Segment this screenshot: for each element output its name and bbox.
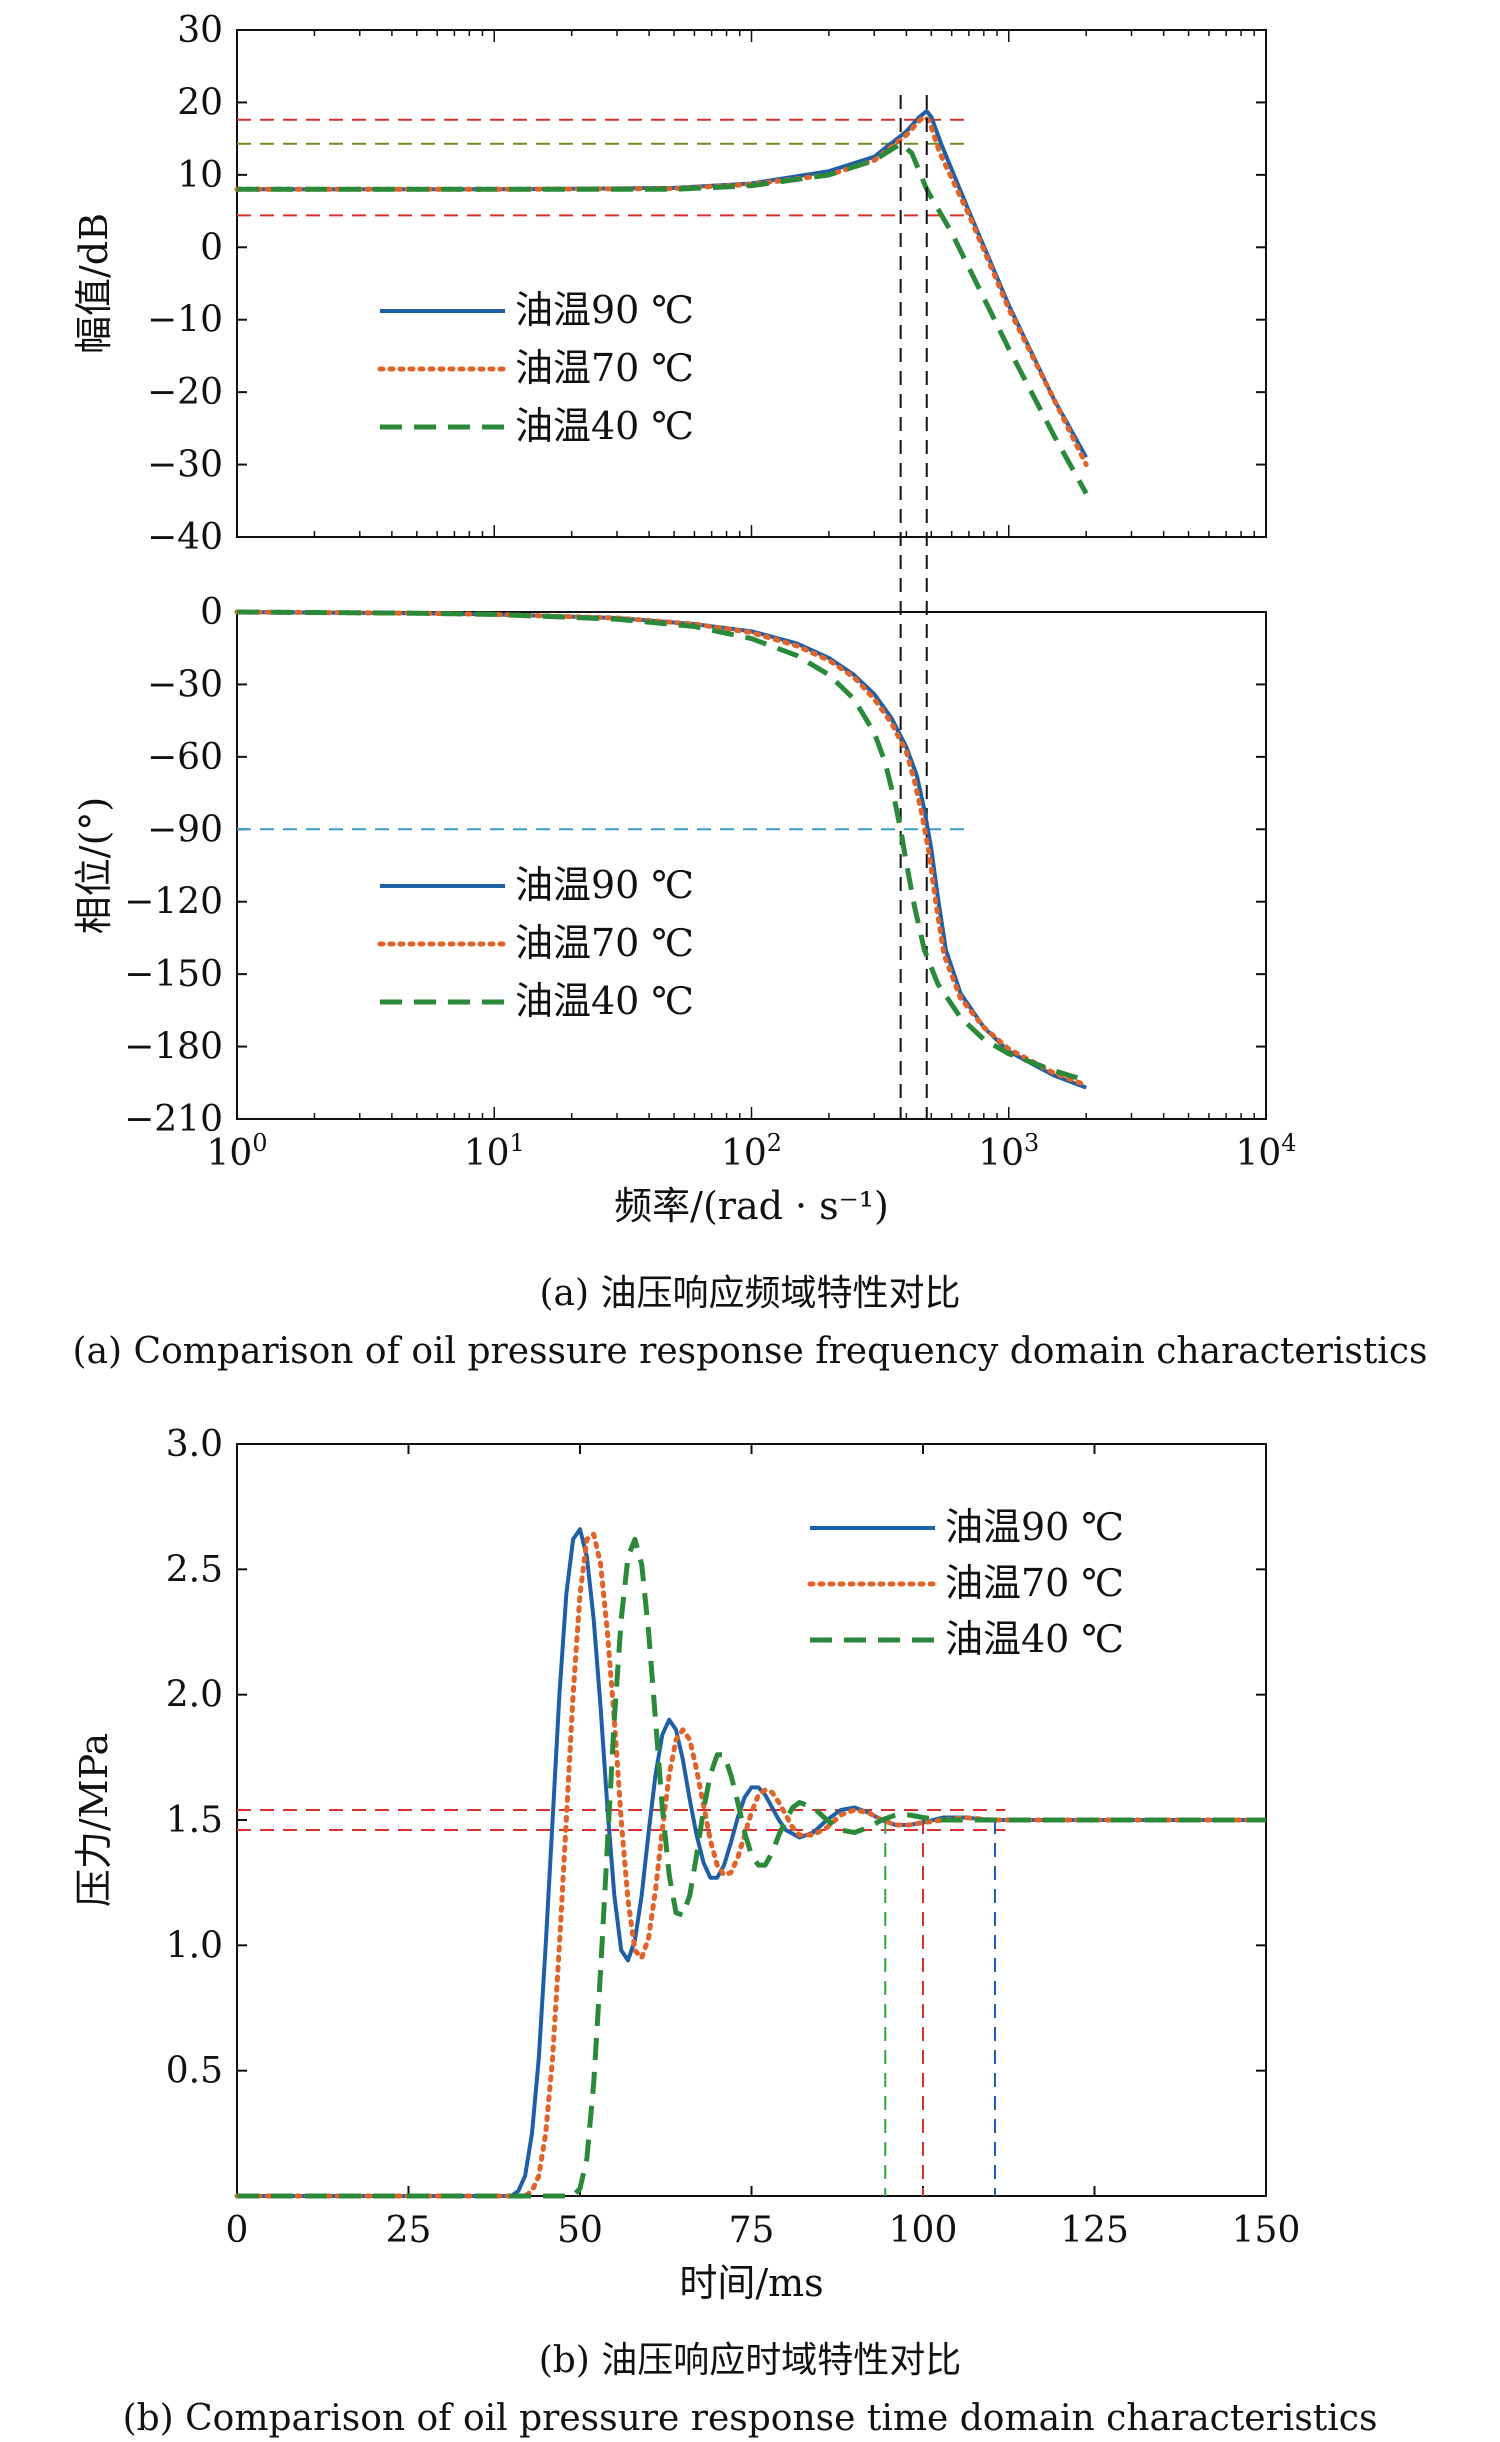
time-ytick-label: 0.5	[166, 2051, 223, 2092]
phase-legend-label: 油温70 ℃	[515, 921, 694, 965]
time-chart: 0.5 1.0 1.5 2.0 2.5 3.0 0 25 50 75 100 125 150 压力/MPa…	[72, 1424, 1377, 2439]
amplitude-y-axis-label: 幅值/dB	[72, 213, 116, 354]
phase-y-axis-label: 相位/(°)	[72, 797, 116, 934]
time-legend-label: 油温70 ℃	[945, 1561, 1124, 1605]
amplitude-plot-frame	[236, 29, 1267, 538]
time-x-axis-label: 时间/ms	[679, 2261, 823, 2305]
phase-x-axis-label: 频率/(rad · s⁻¹)	[614, 1184, 889, 1228]
amplitude-legend-label: 油温40 ℃	[515, 404, 694, 448]
time-ytick-label: 3.0	[166, 1424, 223, 1465]
phase-ytick-label: −90	[147, 809, 223, 850]
amplitude-series-line-3	[237, 141, 1089, 495]
time-legend-label: 油温40 ℃	[945, 1617, 1124, 1661]
amplitude-ytick-label: −30	[147, 445, 223, 486]
time-legend-label: 油温90 ℃	[945, 1505, 1124, 1549]
time-caption-en: (b) Comparison of oil pressure response …	[123, 2398, 1378, 2439]
phase-series	[234, 609, 1089, 1090]
time-xtick-label: 75	[729, 2210, 775, 2251]
amplitude-legend: 油温90 ℃ 油温70 ℃ 油温40 ℃	[377, 288, 694, 448]
time-reference-lines	[237, 1808, 1006, 2196]
time-xtick-label: 100	[889, 2210, 958, 2251]
amplitude-legend-label: 油温70 ℃	[515, 346, 694, 390]
time-ytick-label: 2.5	[166, 1549, 223, 1590]
phase-xtick-label: 100	[206, 1129, 267, 1174]
phase-caption-cn: (a) 油压响应频域特性对比	[540, 1273, 961, 1314]
phase-plot-frame	[236, 611, 1267, 1120]
phase-xtick-label: 104	[1235, 1129, 1296, 1174]
phase-xtick-label: 102	[721, 1129, 782, 1174]
phase-ytick-label: 0	[200, 592, 223, 633]
time-xtick-label: 125	[1060, 2210, 1129, 2251]
phase-ytick-label: −210	[124, 1099, 223, 1140]
phase-legend-label: 油温40 ℃	[515, 979, 694, 1023]
phase-ytick-label: −30	[147, 664, 223, 705]
time-series-line-2	[234, 1531, 1269, 2199]
phase-caption-en: (a) Comparison of oil pressure response …	[73, 1331, 1428, 1372]
amplitude-chart: −40 −30 −20 −10 0 10 20 30 幅值/dB 油温90 ℃ 油温70 ℃ 油温40…	[72, 10, 1267, 558]
amplitude-ytick-label: 10	[177, 155, 223, 196]
time-xtick-label: 50	[557, 2210, 603, 2251]
time-series	[234, 1527, 1269, 2199]
phase-ytick-label: −180	[124, 1027, 223, 1068]
time-legend: 油温90 ℃ 油温70 ℃ 油温40 ℃	[807, 1505, 1124, 1661]
phase-legend: 油温90 ℃ 油温70 ℃ 油温40 ℃	[377, 863, 694, 1023]
phase-ytick-label: −120	[124, 882, 223, 923]
amplitude-reference-lines	[237, 118, 969, 217]
time-ytick-label: 2.0	[166, 1675, 223, 1716]
time-ytick-label: 1.0	[166, 1925, 223, 1966]
phase-series-line-3	[236, 609, 1087, 1083]
time-xtick-label: 25	[386, 2210, 432, 2251]
amplitude-ytick-label: −10	[147, 300, 223, 341]
amplitude-ytick-label: 0	[200, 227, 223, 268]
phase-xtick-label: 103	[978, 1129, 1039, 1174]
amplitude-series	[234, 109, 1089, 495]
amplitude-ytick-label: −20	[147, 372, 223, 413]
time-caption-cn: (b) 油压响应时域特性对比	[539, 2340, 962, 2381]
phase-reference-lines	[237, 95, 969, 1119]
time-y-axis-label: 压力/MPa	[72, 1733, 116, 1907]
phase-legend-label: 油温90 ℃	[515, 863, 694, 907]
phase-ytick-label: −150	[124, 954, 223, 995]
amplitude-ytick-label: 20	[177, 82, 223, 123]
phase-xtick-label: 101	[464, 1129, 525, 1174]
time-ytick-label: 1.5	[166, 1800, 223, 1841]
amplitude-ytick-label: 30	[177, 10, 223, 51]
amplitude-ytick-label: −40	[147, 517, 223, 558]
time-xtick-label: 150	[1232, 2210, 1301, 2251]
time-xtick-label: 0	[226, 2210, 249, 2251]
time-series-line-3	[237, 1536, 1266, 2199]
amplitude-legend-label: 油温90 ℃	[515, 288, 694, 332]
phase-ytick-label: −60	[147, 737, 223, 778]
